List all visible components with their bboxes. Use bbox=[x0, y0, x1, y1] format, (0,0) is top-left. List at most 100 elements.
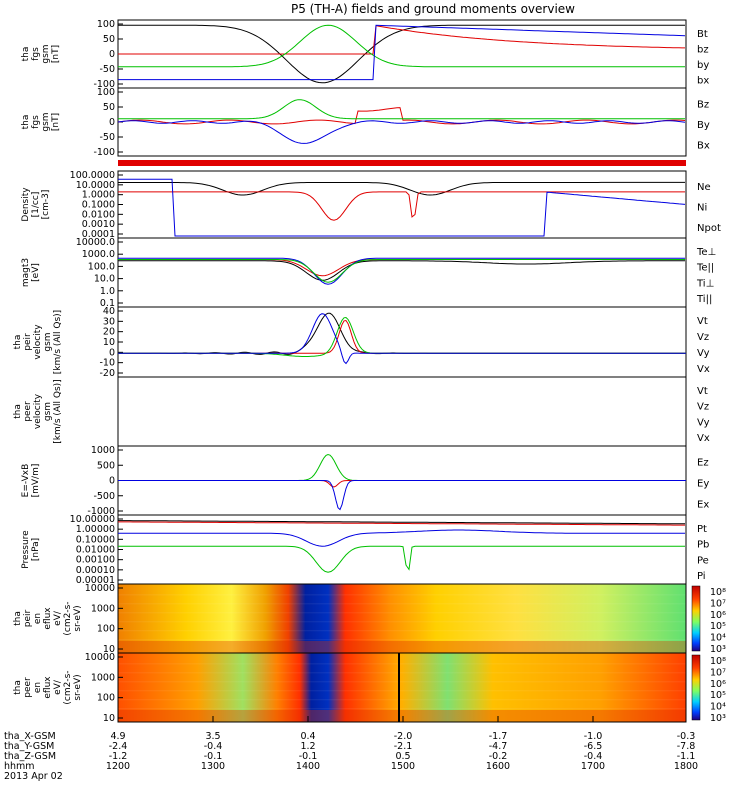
panel-frame bbox=[117, 306, 687, 378]
y-tick-label: 100 bbox=[97, 19, 115, 30]
y-axis-label: tha bbox=[21, 47, 31, 62]
y-tick-label: 500 bbox=[97, 460, 115, 471]
ephemeris-value: -1.7 bbox=[489, 731, 508, 742]
y-tick-label: -1000 bbox=[87, 506, 115, 517]
y-axis-label: peer bbox=[23, 401, 33, 422]
y-axis-label: tha bbox=[13, 680, 23, 695]
spectrogram-low-energy-band bbox=[118, 641, 686, 653]
y-axis-label: [eV] bbox=[31, 263, 41, 282]
y-tick-label: 0.1000 bbox=[82, 200, 115, 211]
y-tick-label: 30 bbox=[103, 316, 115, 327]
spectrogram-peer_spec bbox=[118, 653, 686, 722]
y-tick-label: 1.00000 bbox=[76, 524, 115, 535]
ephemeris-value: -2.0 bbox=[394, 731, 413, 742]
y-tick-label: 0 bbox=[109, 347, 115, 358]
series-tepar bbox=[118, 260, 685, 281]
colorbar-tick: 10⁴ bbox=[710, 633, 726, 644]
y-axis-label: (cm2-s- bbox=[63, 601, 73, 635]
series-ey bbox=[118, 453, 686, 481]
legend-npot: Npot bbox=[697, 223, 721, 234]
ephemeris-row-label: tha_Z-GSM bbox=[4, 751, 56, 762]
panel-frame bbox=[117, 652, 687, 723]
colorbar-tick: 10⁸ bbox=[710, 587, 726, 598]
y-tick-label: 0.0001 bbox=[82, 229, 115, 240]
series-bz bbox=[117, 107, 686, 125]
y-tick-label: 1.0000 bbox=[82, 190, 115, 201]
ephemeris-value: 3.5 bbox=[205, 731, 220, 742]
colorbar-tick: 10³ bbox=[710, 713, 726, 724]
y-axis-label: peir bbox=[23, 333, 33, 351]
ephemeris-value: -7.8 bbox=[677, 741, 696, 752]
y-tick-label: 20 bbox=[103, 327, 115, 338]
y-tick-label: 0 bbox=[109, 117, 115, 128]
panel-pressure: 10.000001.000000.100000.010000.001000.00… bbox=[21, 514, 709, 586]
legend-vx: Vx bbox=[697, 364, 710, 375]
legend-te: Te|| bbox=[696, 263, 714, 274]
y-tick-label: 10.0 bbox=[94, 274, 115, 285]
y-tick-label: 0.0010 bbox=[82, 219, 115, 230]
legend-ne: Ne bbox=[697, 182, 711, 193]
panel-peer_vel: tha peer velocity gsm [km/s (All Qs)] Vt Vz Vy V… bbox=[13, 376, 710, 447]
y-axis-label: Density bbox=[21, 187, 31, 222]
colorbar-tick: 10⁵ bbox=[710, 621, 726, 632]
figure-title: P5 (TH-A) fields and ground moments over… bbox=[291, 2, 575, 16]
y-tick-label: -50 bbox=[99, 64, 115, 75]
y-tick-label: 0.00001 bbox=[76, 575, 115, 586]
ephemeris-value: -6.5 bbox=[584, 741, 603, 752]
legend-by: By bbox=[697, 120, 710, 131]
panel-efield: 1000 500 0 -500 -1000 E=-VxB [mV/m] Ez Ey Ex bbox=[21, 445, 709, 517]
series-bx bbox=[118, 24, 686, 81]
spectrogram-band bbox=[118, 603, 686, 605]
ephemeris-value: 4.9 bbox=[110, 731, 125, 742]
spectrogram-band bbox=[118, 708, 686, 710]
spectrogram-band bbox=[118, 612, 686, 614]
y-tick-label: 1000 bbox=[91, 603, 115, 614]
ephemeris-value: -0.4 bbox=[584, 751, 603, 762]
spectrogram-band bbox=[118, 690, 686, 692]
ephemeris-date: 2013 Apr 02 bbox=[4, 771, 63, 782]
legend-pt: Pt bbox=[697, 524, 707, 535]
colorbar-tick: 10⁷ bbox=[710, 667, 726, 678]
ephemeris-value: 0.5 bbox=[395, 751, 410, 762]
y-axis-label: gsm bbox=[43, 332, 53, 351]
y-tick-label: 0.00100 bbox=[76, 555, 115, 566]
legend-vz: Vz bbox=[697, 332, 709, 343]
y-axis-label: eflux bbox=[43, 607, 53, 630]
y-axis-label: [km/s (All Qs)] bbox=[53, 379, 63, 443]
series-vz bbox=[118, 319, 686, 354]
series-vt bbox=[118, 312, 686, 355]
series-bt bbox=[118, 24, 685, 84]
ephemeris-value: 0.4 bbox=[300, 731, 315, 742]
colorbar-tick: 10⁷ bbox=[710, 598, 726, 609]
y-axis-label: [1/cc] bbox=[31, 192, 41, 218]
y-tick-label: 1000.0 bbox=[82, 249, 115, 260]
ephemeris-value: 1500 bbox=[391, 761, 415, 772]
y-axis-label: peer bbox=[23, 677, 33, 698]
ephemeris-row-label: tha_X-GSM bbox=[4, 731, 56, 742]
legend-vt: Vt bbox=[697, 316, 708, 327]
y-tick-label: 0 bbox=[109, 476, 115, 487]
colorbar-tick: 10⁴ bbox=[710, 702, 726, 713]
y-axis-label: tha bbox=[13, 404, 23, 419]
spectrogram-peir_spec bbox=[118, 584, 686, 653]
series-ex bbox=[118, 480, 686, 511]
ephemeris-value: -0.4 bbox=[204, 741, 223, 752]
y-tick-label: 10000 bbox=[85, 583, 115, 594]
ephemeris-row-label: tha_Y-GSM bbox=[4, 741, 54, 752]
legend-ez: Ez bbox=[697, 458, 709, 469]
y-axis-label: gsm bbox=[43, 402, 53, 421]
y-axis-label: eflux bbox=[43, 676, 53, 699]
y-tick-label: -10 bbox=[99, 358, 115, 369]
ephemeris-value: 1.2 bbox=[300, 741, 315, 752]
y-axis-label: E=-VxB bbox=[21, 464, 31, 498]
series-bz bbox=[118, 25, 685, 55]
legend-vy: Vy bbox=[697, 348, 710, 359]
y-tick-label: 0 bbox=[109, 49, 115, 60]
spectrogram-band bbox=[118, 630, 686, 632]
legend-pb: Pb bbox=[697, 540, 709, 551]
colorbar-tick: 10⁸ bbox=[710, 656, 726, 667]
legend-by: by bbox=[697, 60, 709, 71]
colorbar-tick: 10⁶ bbox=[710, 679, 726, 690]
y-tick-label: 1000 bbox=[91, 672, 115, 683]
